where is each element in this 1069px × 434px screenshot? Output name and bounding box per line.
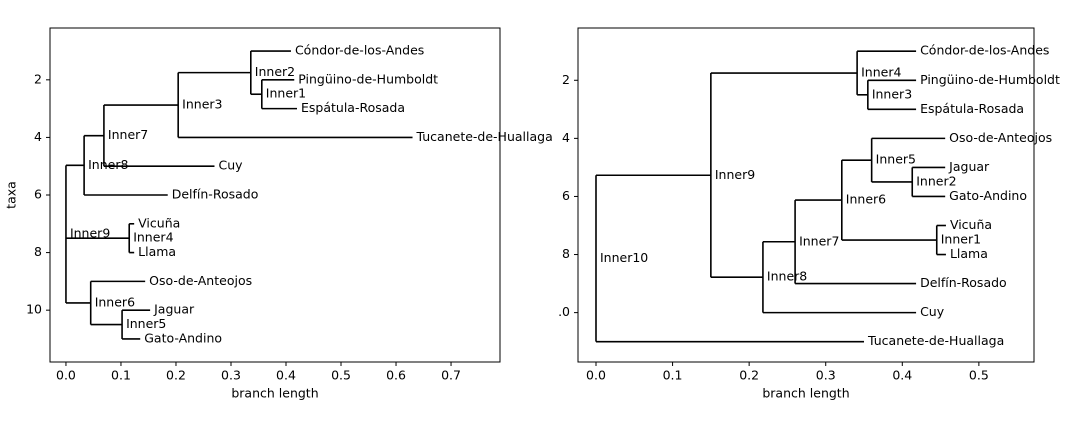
clade-label: Inner1 <box>266 86 306 101</box>
x-tick-label: 0.5 <box>331 368 351 383</box>
taxon-label: Gato-Andino <box>949 188 1027 203</box>
y-axis-label: taxa <box>4 181 19 209</box>
taxon-label: Tucanete-de-Huallaga <box>867 333 1004 348</box>
taxon-label: Cuy <box>920 304 945 319</box>
x-tick-label: 0.3 <box>816 368 836 383</box>
x-tick-label: 0.3 <box>221 368 241 383</box>
clade-label: Inner6 <box>846 192 886 207</box>
x-tick-label: 0.7 <box>441 368 461 383</box>
taxon-label: Oso-de-Anteojos <box>149 273 252 288</box>
y-tick-label: 2 <box>562 72 570 87</box>
taxon-label: Cóndor-de-los-Andes <box>295 43 424 58</box>
clade-label: Inner10 <box>600 250 648 265</box>
taxon-label: Jaguar <box>948 159 990 174</box>
clade-label: Inner8 <box>767 269 807 284</box>
clade-label: Inner3 <box>182 97 222 112</box>
x-tick-label: 0.1 <box>663 368 683 383</box>
y-tick-label: 6 <box>562 188 570 203</box>
clade-label: Inner5 <box>876 152 916 167</box>
y-tick-label: 6 <box>34 187 42 202</box>
x-axis-label: branch length <box>231 386 318 401</box>
y-tick-label: .0 <box>558 304 570 319</box>
clade-label: Inner7 <box>799 233 839 248</box>
taxon-label: Vicuña <box>138 215 180 230</box>
y-tick-label: 10 <box>26 302 42 317</box>
taxon-label: Delfín-Rosado <box>920 275 1007 290</box>
x-tick-label: 0.2 <box>166 368 186 383</box>
clade-label: Inner7 <box>108 127 148 142</box>
x-axis-label: branch length <box>762 386 849 401</box>
clade-label: Inner9 <box>715 167 755 182</box>
taxon-label: Delfín-Rosado <box>172 187 259 202</box>
clade-label: Inner9 <box>70 226 110 241</box>
x-tick-label: 0.4 <box>892 368 912 383</box>
x-tick-label: 0.1 <box>111 368 131 383</box>
taxon-label: Oso-de-Anteojos <box>949 130 1052 145</box>
taxon-label: Pingüino-de-Humboldt <box>298 71 438 86</box>
clade-label: Inner2 <box>916 173 956 188</box>
taxon-label: Jaguar <box>153 302 195 317</box>
clade-label: Inner4 <box>861 65 901 80</box>
taxon-label: Llama <box>950 246 988 261</box>
taxon-label: Cuy <box>218 158 243 173</box>
taxon-label: Tucanete-de-Huallaga <box>416 129 553 144</box>
clade-label: Inner6 <box>95 294 135 309</box>
clade-label: Inner5 <box>126 316 166 331</box>
y-tick-label: 2 <box>34 71 42 86</box>
clade-label: Inner4 <box>133 230 173 245</box>
taxon-label: Cóndor-de-los-Andes <box>920 43 1049 58</box>
axes-frame <box>577 27 1035 363</box>
x-tick-label: 0.2 <box>739 368 759 383</box>
x-tick-label: 0.0 <box>56 368 76 383</box>
x-tick-label: 0.6 <box>386 368 406 383</box>
clade-label: Inner3 <box>872 86 912 101</box>
y-tick-label: 8 <box>562 246 570 261</box>
x-tick-label: 0.4 <box>276 368 296 383</box>
y-tick-label: 8 <box>34 244 42 259</box>
clade-label: Inner1 <box>941 232 981 247</box>
x-tick-label: 0.5 <box>969 368 989 383</box>
taxon-label: Gato-Andino <box>144 330 222 345</box>
taxon-label: Llama <box>138 244 176 259</box>
taxon-label: Espátula-Rosada <box>920 101 1024 116</box>
x-tick-label: 0.0 <box>586 368 606 383</box>
y-tick-label: 4 <box>34 129 42 144</box>
clade-label: Inner2 <box>255 64 295 79</box>
taxon-label: Pingüino-de-Humboldt <box>920 72 1060 87</box>
taxon-label: Espátula-Rosada <box>301 100 405 115</box>
y-tick-label: 4 <box>562 130 570 145</box>
clade-label: Inner8 <box>88 157 128 172</box>
taxon-label: Vicuña <box>950 217 992 232</box>
